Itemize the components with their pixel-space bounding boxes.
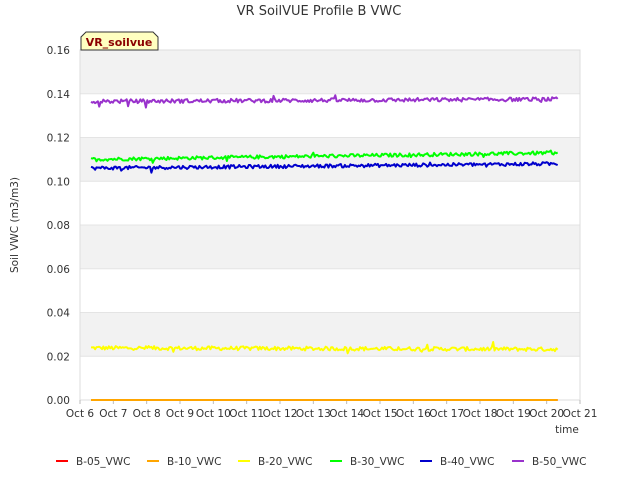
plot-band <box>80 181 580 225</box>
series-line-b-40-vwc <box>90 161 559 174</box>
x-tick-label: Oct 9 <box>166 408 194 420</box>
y-axis-title: Soil VWC (m3/m3) <box>9 177 21 273</box>
y-tick-label: 0.02 <box>47 351 70 363</box>
annotation-badge: VR_soilvue <box>80 31 159 51</box>
x-tick-label: Oct 17 <box>429 408 464 420</box>
x-tick-label: Oct 11 <box>229 408 264 420</box>
y-tick-label: 0.12 <box>47 133 70 145</box>
legend-entry-label: B-05_VWC <box>76 456 131 468</box>
x-tick-label: Oct 15 <box>363 408 398 420</box>
legend-entry-label: B-20_VWC <box>258 456 313 468</box>
plot-band <box>80 268 580 313</box>
legend-entry-label: B-40_VWC <box>440 456 495 468</box>
y-tick-label: 0.10 <box>47 176 70 188</box>
x-tick-label: Oct 6 <box>66 408 94 420</box>
x-tick-label: Oct 13 <box>296 408 331 420</box>
plot-band <box>80 356 580 400</box>
legend-entry-label: B-10_VWC <box>167 456 222 468</box>
x-tick-label: Oct 19 <box>496 408 531 420</box>
legend-entry-label: B-30_VWC <box>350 456 405 468</box>
chart-title: VR SoilVUE Profile B VWC <box>237 4 402 19</box>
plot-background <box>80 50 580 400</box>
plot-band <box>80 225 580 269</box>
annotation-badge-label: VR_soilvue <box>86 36 153 49</box>
x-tick-label: Oct 18 <box>463 408 498 420</box>
x-axis-title: time <box>555 424 579 436</box>
series-line-b-50-vwc <box>90 94 559 109</box>
plot-band <box>80 50 580 94</box>
series-line-b-20-vwc <box>90 340 559 355</box>
series-line-b-30-vwc <box>90 149 559 164</box>
series-group <box>90 94 559 401</box>
x-tick-label: Oct 14 <box>329 408 364 420</box>
y-tick-label: 0.00 <box>47 395 70 407</box>
x-tick-label: Oct 7 <box>99 408 127 420</box>
legend-entry-label: B-50_VWC <box>532 456 587 468</box>
y-tick-label: 0.04 <box>47 308 71 320</box>
y-tick-label: 0.14 <box>47 89 71 101</box>
y-tick-label: 0.06 <box>47 264 71 276</box>
x-tick-label: Oct 8 <box>133 408 161 420</box>
y-axis: 0.00 0.02 0.04 0.06 0.08 0.10 0.12 0.14 0.16 <box>47 45 71 407</box>
legend: B-05_VWC B-10_VWC B-20_VWC B-30_VWC B-40_VWC… <box>56 456 587 468</box>
x-tick-label: Oct 10 <box>196 408 231 420</box>
x-tick-label: Oct 16 <box>396 408 431 420</box>
x-tick-label: Oct 21 <box>563 408 598 420</box>
y-tick-label: 0.16 <box>47 45 71 57</box>
x-tick-label: Oct 12 <box>263 408 298 420</box>
x-tick-label: Oct 20 <box>529 408 564 420</box>
annotation-badge-box <box>80 31 159 51</box>
y-tick-label: 0.08 <box>47 220 70 232</box>
